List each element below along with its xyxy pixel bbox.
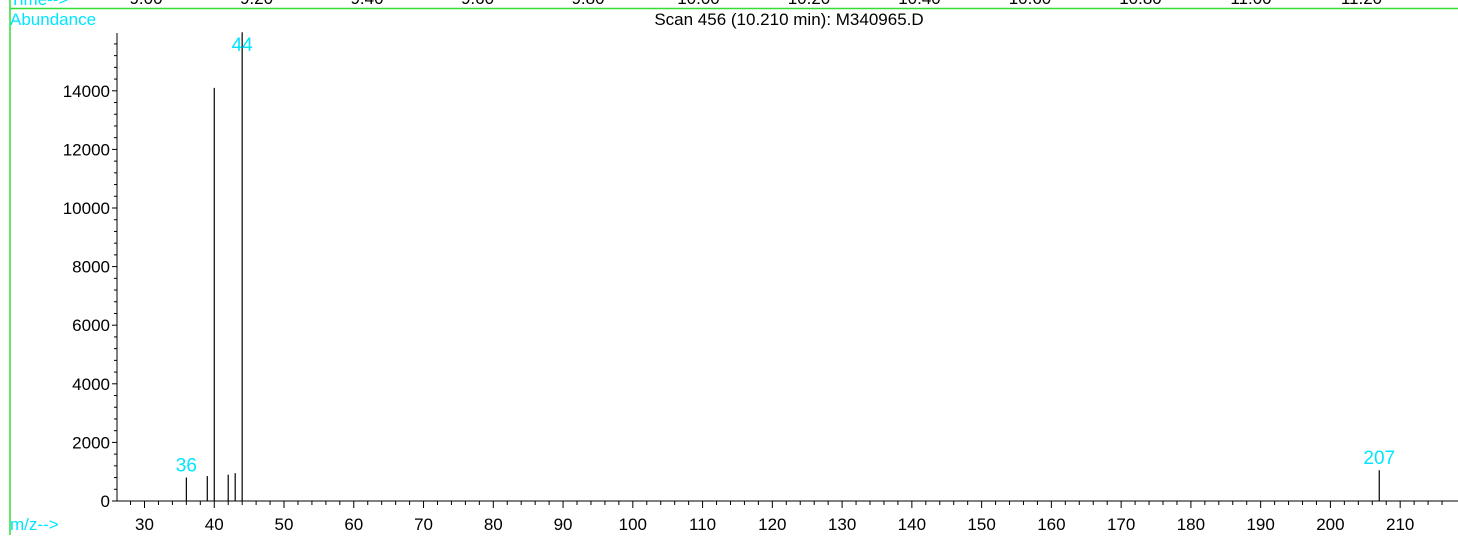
y-tick-label: 10000	[63, 199, 110, 218]
x-tick-label: 150	[967, 515, 995, 534]
x-tick-label: 210	[1386, 515, 1414, 534]
top-tick-label: 9.00	[129, 0, 162, 8]
chart-title: Scan 456 (10.210 min): M340965.D	[654, 10, 923, 29]
x-tick-label: 80	[484, 515, 503, 534]
y-tick-label: 8000	[72, 258, 110, 277]
peak-label: 207	[1363, 448, 1395, 469]
top-tick-label: 10.40	[898, 0, 941, 8]
y-tick-label: 4000	[72, 375, 110, 394]
x-tick-label: 120	[758, 515, 786, 534]
x-tick-label: 50	[275, 515, 294, 534]
peak-label: 36	[176, 456, 197, 477]
x-tick-label: 30	[135, 515, 154, 534]
x-tick-label: 170	[1107, 515, 1135, 534]
top-tick-label: 10.60	[1009, 0, 1052, 8]
x-tick-label: 160	[1037, 515, 1065, 534]
x-axis-label: m/z-->	[10, 515, 59, 534]
top-tick-label: 10.20	[788, 0, 831, 8]
x-tick-label: 100	[619, 515, 647, 534]
y-tick-label: 6000	[72, 316, 110, 335]
x-tick-label: 90	[554, 515, 573, 534]
top-tick-label: 11.00	[1230, 0, 1271, 8]
peak-labels: 36 44 207	[176, 35, 1395, 476]
top-tick-label: 9.40	[350, 0, 383, 8]
x-tick-label: 60	[344, 515, 363, 534]
top-tick-label: 10.00	[677, 0, 720, 8]
y-axis-label: Abundance	[10, 10, 96, 29]
x-tick-label: 140	[898, 515, 926, 534]
top-tick-label: 9.60	[461, 0, 494, 8]
x-tick-label: 200	[1316, 515, 1344, 534]
y-tick-label: 12000	[63, 140, 110, 159]
x-tick-label: 40	[205, 515, 224, 534]
y-tick-label: 0	[101, 492, 110, 511]
top-axis-label: Time-->	[10, 0, 68, 9]
peak-label: 44	[232, 35, 254, 56]
x-tick-label: 110	[689, 515, 716, 534]
x-tick-label: 130	[828, 515, 856, 534]
x-tick-label: 70	[414, 515, 433, 534]
x-tick-label: 190	[1246, 515, 1274, 534]
top-tick-label: 11.20	[1341, 0, 1382, 8]
x-axis-ticks: 30 40 50 60 70 80 90 100 110 120 130 140 150 160 170 18…	[130, 501, 1443, 534]
top-time-ticks: 9.00 9.20 9.40 9.60 9.80 10.00 10.20 10.40 10.60…	[129, 0, 1382, 8]
top-tick-label: 9.80	[571, 0, 604, 8]
y-tick-label: 2000	[72, 433, 110, 452]
top-tick-label: 10.80	[1119, 0, 1162, 8]
peak-bars	[185, 32, 1380, 501]
y-tick-label: 14000	[63, 82, 110, 101]
x-tick-label: 180	[1177, 515, 1205, 534]
y-axis-ticks: 0 2000 4000 6000 8000 10000 12000 14000	[63, 43, 117, 511]
top-tick-label: 9.20	[240, 0, 273, 8]
